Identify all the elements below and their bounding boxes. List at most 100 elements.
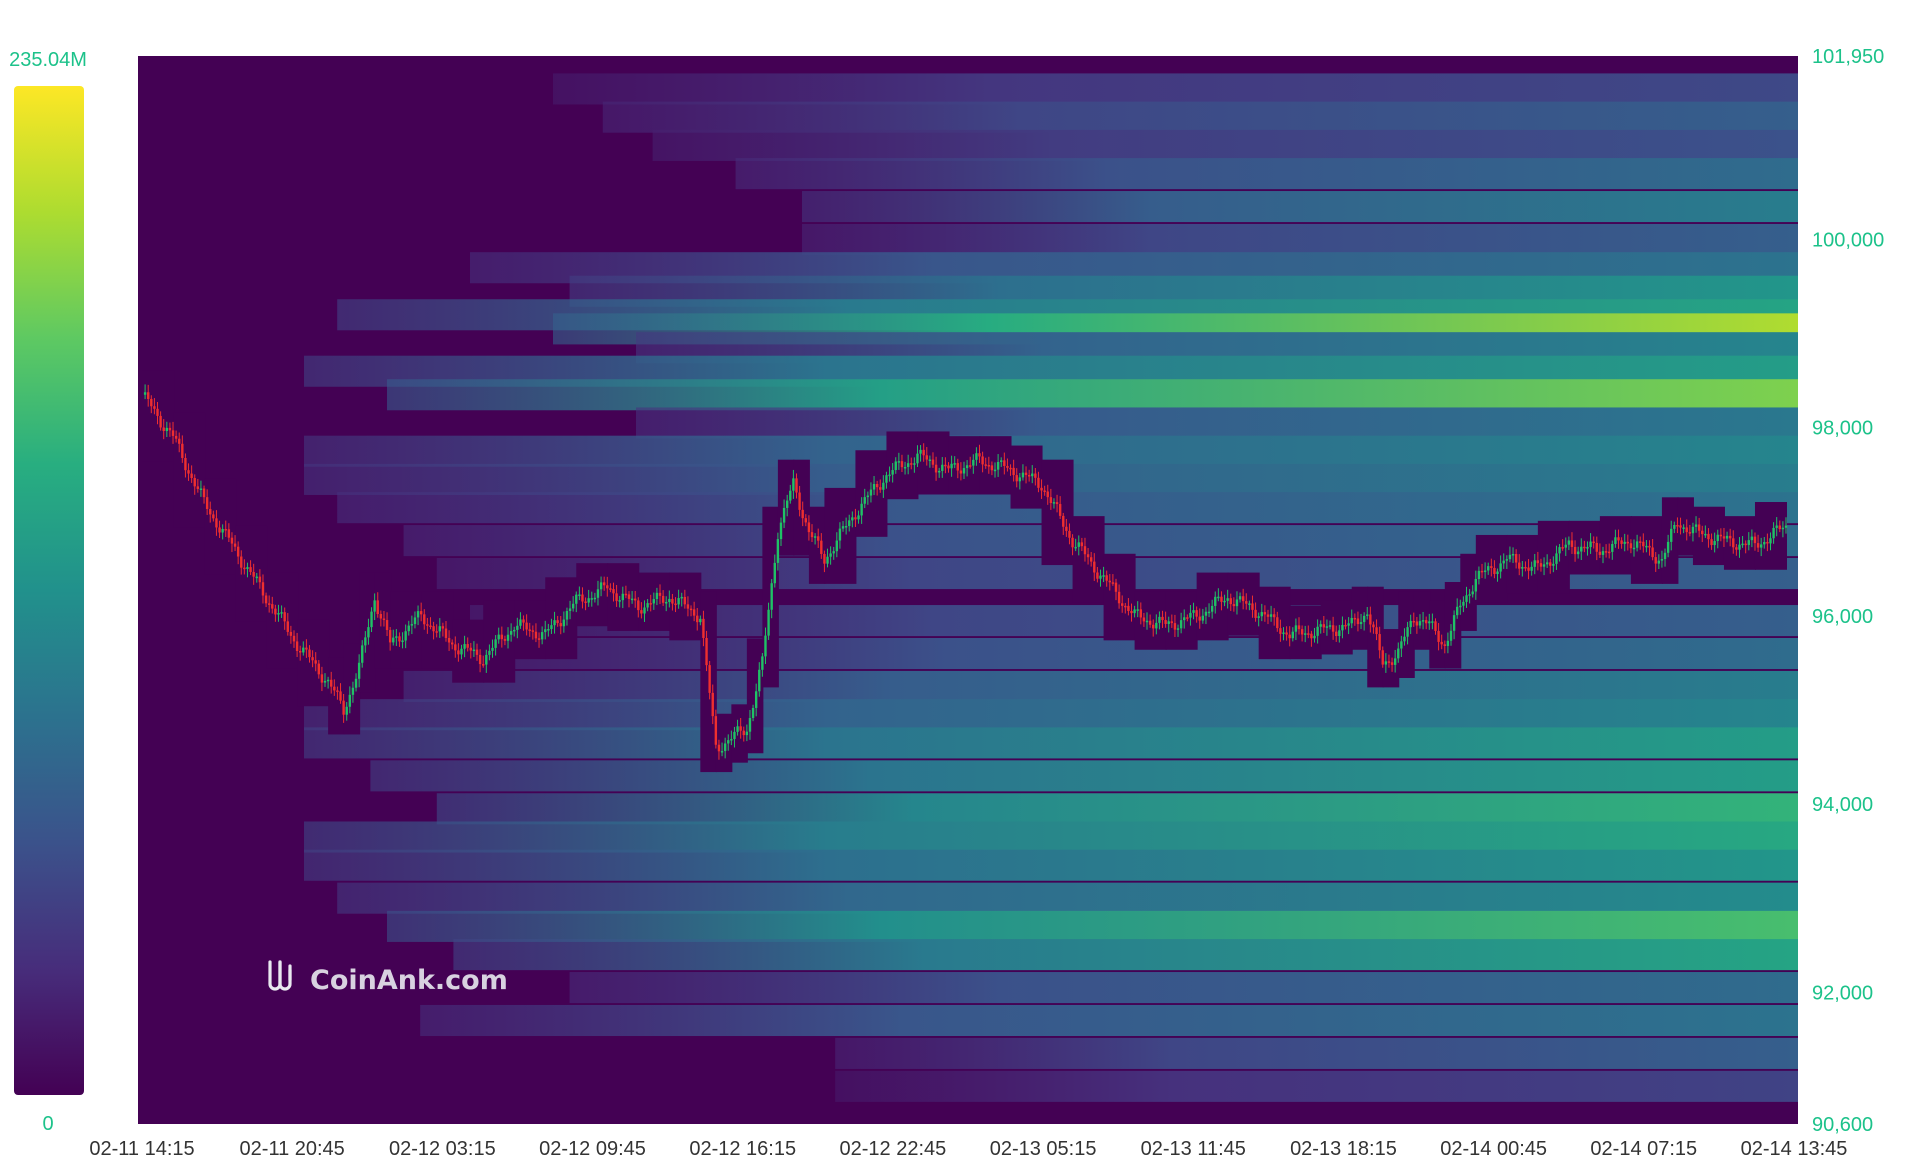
x-tick-label: 02-13 18:15 — [1290, 1138, 1397, 1160]
candle-body — [1046, 491, 1049, 498]
candle-body — [773, 562, 776, 584]
candle-body — [1626, 541, 1630, 544]
candle-body — [1015, 475, 1018, 482]
candle-body — [714, 716, 718, 745]
candle-body — [1347, 623, 1350, 626]
candle-body — [1316, 626, 1319, 636]
plot-area — [138, 56, 1798, 1124]
candle-body — [1763, 542, 1766, 545]
candle-body — [432, 626, 435, 632]
candle-body — [547, 629, 550, 631]
candle-body — [1493, 567, 1496, 575]
candle-body — [1784, 525, 1788, 528]
candle-body — [522, 619, 525, 623]
candle-body — [500, 634, 504, 640]
candle-body — [590, 598, 593, 600]
candle-body — [249, 567, 252, 572]
candle-body — [1620, 540, 1623, 544]
candle-body — [1440, 641, 1443, 645]
candle-body — [298, 650, 302, 653]
candle-body — [174, 435, 178, 439]
candle-body — [1304, 633, 1307, 635]
candle-body — [925, 455, 928, 460]
candle-body — [1220, 596, 1223, 602]
candle-body — [1518, 562, 1521, 569]
candle-body — [764, 635, 767, 657]
candle-body — [1614, 537, 1617, 544]
candle-body — [475, 649, 479, 655]
candle-body — [1037, 477, 1040, 488]
candle-body — [686, 604, 690, 609]
candle-body — [863, 497, 866, 504]
candle-body — [246, 567, 249, 569]
candle-body — [1341, 624, 1344, 631]
candle-body — [565, 611, 569, 620]
candle-body — [947, 465, 950, 469]
candle-body — [1446, 640, 1450, 646]
liquidation-band — [652, 129, 1798, 161]
candle-body — [838, 528, 842, 541]
candle-body — [1670, 528, 1673, 542]
candle-body — [450, 642, 454, 645]
candle-body — [1189, 612, 1192, 618]
candle-body — [1077, 542, 1080, 547]
candle-body — [168, 427, 172, 431]
candle-body — [1164, 620, 1167, 624]
cleared-zone — [204, 478, 237, 575]
candle-body — [1732, 538, 1735, 548]
candle-body — [426, 624, 429, 626]
candle-body — [944, 464, 947, 467]
candle-body — [330, 679, 333, 687]
cleared-zone — [328, 657, 345, 735]
candle-body — [671, 598, 674, 604]
candle-body — [817, 536, 820, 541]
candle-body — [491, 647, 494, 651]
candle-body — [1766, 542, 1769, 544]
candle-body — [150, 398, 153, 407]
candle-body — [661, 595, 665, 603]
candle-body — [1635, 541, 1639, 548]
cleared-zone — [1041, 459, 1074, 566]
candle-body — [1434, 621, 1437, 631]
candle-body — [1415, 621, 1419, 626]
candle-body — [801, 509, 804, 519]
candle-body — [1266, 614, 1270, 617]
candle-body — [1542, 564, 1546, 567]
candle-body — [1058, 504, 1062, 516]
liquidation-band — [436, 793, 1798, 825]
candle-body — [1012, 467, 1015, 476]
candle-body — [1111, 582, 1115, 584]
candle-body — [531, 630, 535, 632]
candle-body — [962, 468, 966, 474]
candle-body — [1573, 546, 1577, 555]
candle-body — [1552, 563, 1555, 566]
candle-body — [1245, 601, 1248, 604]
liquidation-band — [569, 972, 1798, 1004]
candle-body — [804, 518, 808, 523]
candle-body — [1490, 566, 1493, 568]
candle-body — [1173, 623, 1177, 630]
candle-body — [1366, 614, 1369, 616]
liquidation-band — [553, 73, 1798, 105]
candle-body — [990, 465, 994, 471]
candle-body — [637, 600, 640, 611]
candle-body — [354, 678, 358, 688]
candle-body — [202, 488, 206, 498]
candle-body — [1710, 539, 1713, 546]
candle-body — [832, 551, 835, 554]
candle-body — [1390, 662, 1394, 665]
candle-body — [978, 453, 981, 457]
candle-body — [454, 644, 457, 651]
candle-body — [1555, 553, 1558, 564]
candle-body — [1381, 650, 1384, 665]
candle-body — [674, 603, 677, 606]
cleared-zone — [715, 713, 733, 773]
candle-body — [1375, 627, 1378, 635]
candle-body — [910, 463, 913, 465]
candle-body — [745, 731, 749, 736]
candle-body — [143, 392, 147, 395]
candle-body — [937, 470, 941, 473]
candle-body — [193, 478, 196, 487]
cleared-zone — [1351, 586, 1369, 650]
candle-body — [348, 694, 352, 707]
